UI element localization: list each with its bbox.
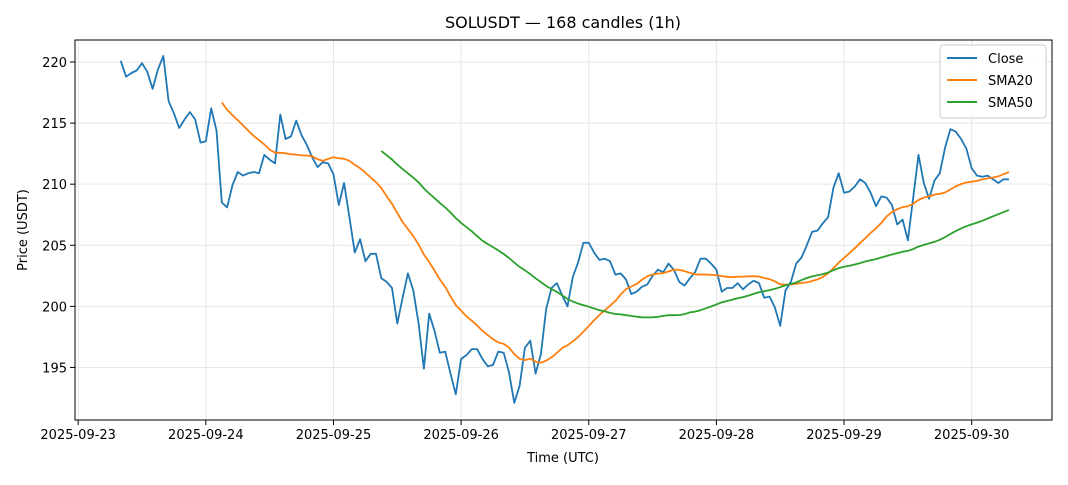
- close-line: [119, 55, 1009, 404]
- sma20-line: [221, 101, 1010, 364]
- sma50-line: [380, 150, 1010, 319]
- y-tick-label: 215: [42, 117, 67, 132]
- chart-title: SOLUSDT — 168 candles (1h): [445, 13, 681, 32]
- y-tick-label: 195: [42, 361, 67, 376]
- x-tick-label: 2025-09-28: [679, 428, 755, 443]
- x-tick-label: 2025-09-26: [423, 428, 499, 443]
- legend-box: [939, 44, 1047, 119]
- legend: Close SMA20 SMA50: [939, 44, 1047, 119]
- x-tick-label: 2025-09-23: [40, 428, 116, 443]
- x-tick-label: 2025-09-29: [806, 428, 882, 443]
- x-axis-label: Time (UTC): [526, 451, 599, 466]
- series-lines: [119, 55, 1010, 404]
- legend-label-sma50: SMA50: [988, 96, 1033, 111]
- legend-label-close: Close: [988, 52, 1023, 67]
- y-tick-label: 210: [42, 178, 67, 193]
- y-tick-label: 220: [42, 56, 67, 71]
- x-tick-label: 2025-09-24: [168, 428, 244, 443]
- x-axis-ticks: 2025-09-23 2025-09-24 2025-09-25 2025-09-26…: [40, 420, 1009, 443]
- y-tick-label: 205: [42, 239, 67, 254]
- legend-label-sma20: SMA20: [988, 74, 1033, 89]
- y-axis-label: Price (USDT): [16, 189, 31, 271]
- y-axis-ticks: 195 200 205 210 215 220: [42, 56, 75, 376]
- x-tick-label: 2025-09-27: [551, 428, 627, 443]
- x-tick-label: 2025-09-30: [934, 428, 1010, 443]
- x-tick-label: 2025-09-25: [296, 428, 372, 443]
- plot-frame: [74, 39, 1053, 421]
- y-tick-label: 200: [42, 300, 67, 315]
